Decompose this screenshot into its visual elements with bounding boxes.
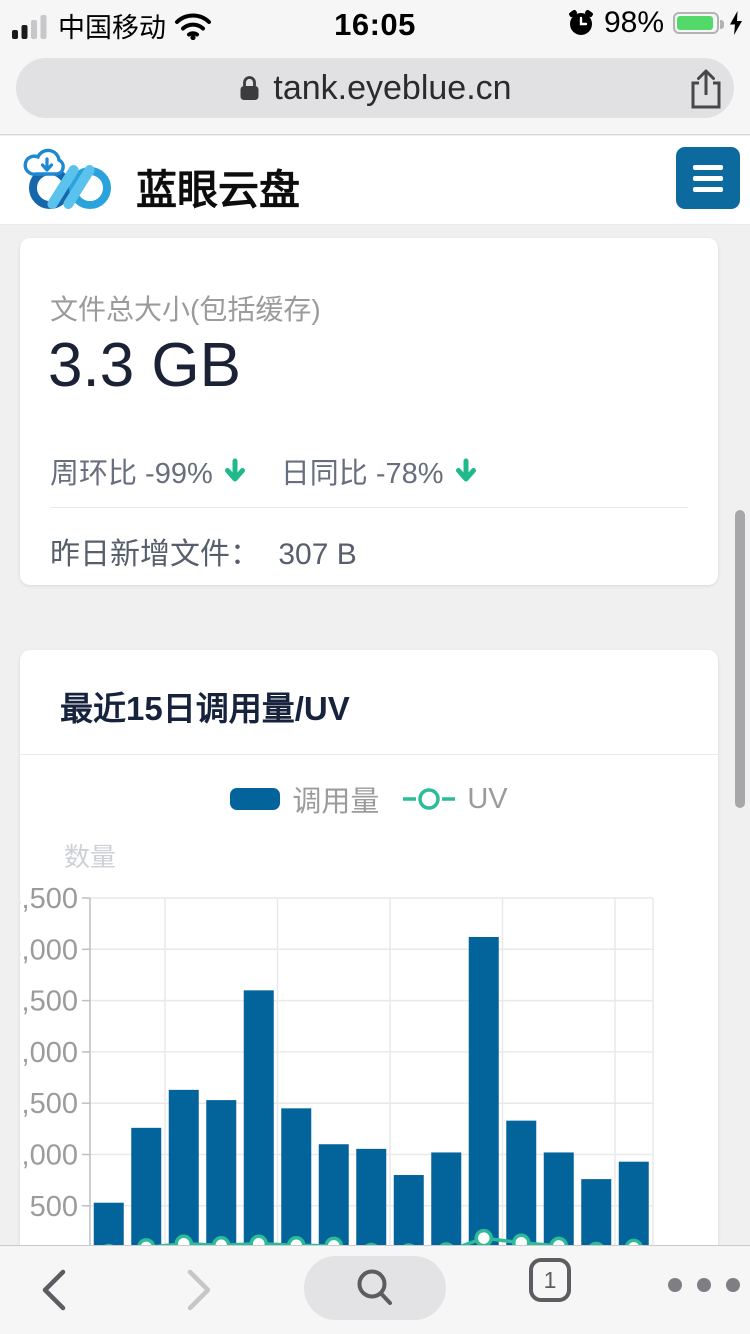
svg-text:500: 500 xyxy=(30,1191,78,1223)
wifi-icon xyxy=(175,13,211,40)
site-logo-icon xyxy=(23,148,111,209)
page-title: 蓝眼云盘 xyxy=(136,167,300,213)
chart-card: 最近15日调用量/UV 调用量 UV 3,500 3,000 2,500 2,000 1… xyxy=(20,650,718,1334)
trend-down-icon xyxy=(455,458,476,481)
svg-text:2,500: 2,500 xyxy=(20,986,78,1018)
forward-button[interactable] xyxy=(183,1268,217,1314)
legend-label-calls: 调用量 xyxy=(292,786,380,818)
ellipsis-icon xyxy=(668,1277,740,1292)
safari-top-chrome: 中国移动 16:05 98% xyxy=(0,0,750,135)
search-button[interactable] xyxy=(304,1256,446,1320)
bar-line-chart: 3,500 3,000 2,500 2,000 1,500 1,000 500 数量 xyxy=(20,842,654,1245)
scrollbar-thumb[interactable] xyxy=(735,510,745,808)
svg-text:3,000: 3,000 xyxy=(20,934,78,966)
chevron-right-icon xyxy=(187,1269,211,1311)
legend-label-uv: UV xyxy=(467,782,508,815)
week-over-week-stat: 周环比 -99% xyxy=(50,458,213,490)
menu-button[interactable] xyxy=(676,147,740,209)
lock-icon xyxy=(240,76,259,100)
battery-percent: 98% xyxy=(603,6,664,39)
trend-down-icon xyxy=(224,458,245,481)
svg-text:2,000: 2,000 xyxy=(20,1037,78,1069)
legend-item-uv[interactable]: UV xyxy=(403,782,508,816)
share-button[interactable] xyxy=(688,68,724,110)
signal-strength-icon xyxy=(12,14,47,39)
hamburger-icon xyxy=(693,164,723,170)
site-header: 蓝眼云盘 xyxy=(0,136,750,225)
chart-card-header: 最近15日调用量/UV xyxy=(20,650,718,755)
yesterday-new-value: 307 B xyxy=(278,538,357,571)
svg-text:数量: 数量 xyxy=(64,842,116,872)
alarm-icon xyxy=(569,9,593,35)
charging-bolt-icon xyxy=(730,11,742,35)
carrier-label: 中国移动 xyxy=(58,13,166,43)
search-icon xyxy=(357,1269,392,1305)
day-over-day-stat: 日同比 -78% xyxy=(280,458,444,490)
status-time: 16:05 xyxy=(334,7,416,42)
safari-bottom-toolbar: 1 xyxy=(0,1245,750,1334)
svg-text:3,500: 3,500 xyxy=(20,883,78,915)
storage-total-value: 3.3 GB xyxy=(48,331,241,400)
tabs-icon xyxy=(529,1258,571,1302)
status-bar: 中国移动 16:05 98% xyxy=(0,0,750,44)
share-icon xyxy=(691,69,721,109)
svg-text:1,500: 1,500 xyxy=(20,1088,78,1120)
chart-legend: 调用量 UV xyxy=(20,778,718,820)
legend-line-marker xyxy=(403,788,456,810)
url-text: tank.eyeblue.cn xyxy=(273,68,512,107)
back-button[interactable] xyxy=(36,1268,70,1314)
storage-total-label: 文件总大小(包括缓存) xyxy=(50,294,321,325)
yesterday-new-label: 昨日新增文件： xyxy=(50,538,260,571)
address-bar[interactable]: tank.eyeblue.cn xyxy=(16,58,734,118)
legend-item-calls[interactable]: 调用量 xyxy=(230,778,379,820)
chevron-left-icon xyxy=(42,1269,66,1311)
battery-icon xyxy=(673,12,724,34)
tabs-button[interactable]: 1 xyxy=(528,1257,572,1303)
card-divider xyxy=(50,507,688,508)
storage-summary-card: 文件总大小(包括缓存) 3.3 GB 周环比 -99% 日同比 -78% 昨日新… xyxy=(20,238,718,585)
chart-title: 最近15日调用量/UV xyxy=(60,690,350,727)
legend-bar-swatch xyxy=(230,788,281,810)
more-button[interactable] xyxy=(664,1276,744,1296)
svg-text:1,000: 1,000 xyxy=(20,1140,78,1172)
tab-count: 1 xyxy=(543,1267,557,1293)
